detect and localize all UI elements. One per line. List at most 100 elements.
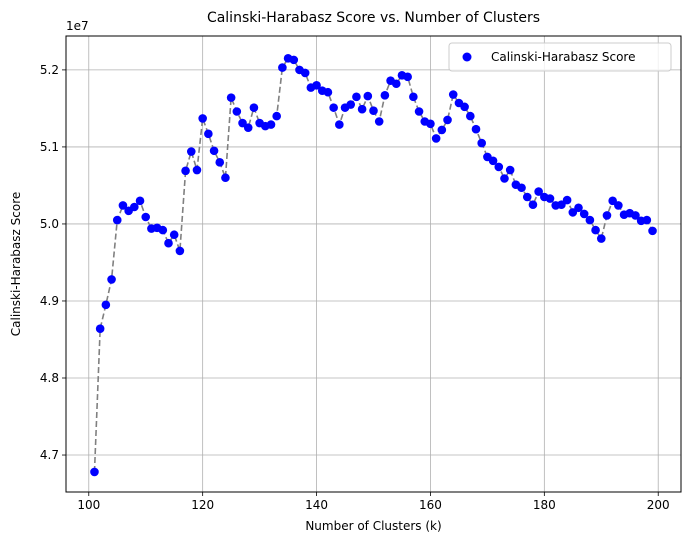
data-point [90, 467, 99, 477]
data-point [130, 202, 139, 212]
data-point [505, 165, 515, 175]
x-tick-label: 120 [191, 498, 214, 512]
data-point [169, 230, 179, 240]
data-point [204, 129, 213, 139]
data-point [335, 120, 344, 129]
data-point [266, 120, 276, 129]
data-point [181, 166, 190, 176]
data-point [648, 226, 657, 236]
data-point [352, 92, 361, 102]
data-point [437, 125, 447, 135]
data-point [300, 68, 310, 78]
y-tick-label: 4.9 [40, 294, 59, 308]
data-point [112, 215, 122, 225]
data-point [198, 114, 207, 123]
data-point [545, 194, 555, 203]
data-point [585, 215, 595, 225]
data-point [631, 211, 640, 220]
data-point [192, 165, 202, 175]
data-point [602, 211, 612, 220]
data-point [477, 138, 486, 148]
data-point [232, 107, 242, 116]
data-point [289, 55, 299, 65]
x-tick-label: 140 [305, 498, 328, 512]
data-point [215, 158, 225, 167]
y-axis-ticks: 4.7 4.8 4.9 5.0 5.1 5.2 [40, 63, 66, 462]
legend-box [448, 42, 672, 72]
data-point [528, 200, 538, 209]
data-point [391, 79, 401, 89]
data-point [591, 225, 600, 235]
x-tick-label: 100 [77, 498, 100, 512]
data-point [642, 215, 652, 225]
legend: Calinski-Harabasz Score [448, 42, 672, 72]
y-tick-label: 4.7 [40, 448, 59, 462]
data-point [323, 87, 333, 97]
data-point [380, 91, 390, 100]
data-point [568, 208, 578, 217]
series-line [93, 57, 654, 473]
data-point [141, 212, 151, 222]
data-point [226, 93, 236, 102]
data-point [448, 90, 458, 99]
data-point [249, 103, 259, 112]
data-point [135, 196, 145, 206]
y-tick-label: 4.8 [40, 371, 59, 385]
data-point [374, 117, 384, 126]
x-tick-label: 200 [647, 498, 670, 512]
data-point [101, 300, 111, 310]
data-point [312, 81, 321, 90]
data-point [238, 118, 247, 128]
y-tick-label: 5.0 [40, 217, 59, 231]
data-point [574, 203, 583, 213]
data-point [471, 124, 481, 134]
data-point [426, 119, 435, 129]
data-point [562, 195, 572, 205]
series-points [90, 54, 657, 477]
data-point [460, 102, 469, 112]
data-point [500, 174, 509, 183]
data-point [95, 324, 105, 334]
data-point [329, 103, 338, 112]
data-point [363, 91, 373, 101]
y-axis-label: Calinski-Harabasz Score [9, 192, 23, 336]
y-tick-label: 5.1 [40, 140, 59, 154]
data-point [414, 107, 424, 116]
data-point [557, 200, 566, 209]
y-tick-label: 5.2 [40, 63, 59, 77]
x-axis-label: Number of Clusters (k) [305, 519, 441, 533]
legend-label: Calinski-Harabasz Score [491, 50, 635, 64]
data-point [494, 162, 504, 172]
data-point [186, 147, 196, 156]
chart-title: Calinski-Harabasz Score vs. Number of Cl… [207, 10, 540, 26]
data-point [107, 275, 116, 284]
data-point [346, 100, 356, 109]
x-axis-ticks: 100 120 140 160 180 200 [77, 492, 670, 512]
data-point [431, 134, 441, 143]
data-point [517, 183, 526, 193]
data-point [357, 104, 367, 114]
grid [66, 36, 681, 492]
legend-marker [462, 52, 472, 62]
data-point [164, 238, 173, 248]
data-point [272, 111, 281, 121]
y-axis-offset-label: 1e7 [66, 19, 89, 33]
data-point [534, 187, 543, 196]
data-point [608, 196, 617, 206]
data-point [403, 72, 412, 82]
data-point [118, 201, 128, 210]
plot-frame [65, 35, 682, 493]
data-point [579, 209, 589, 219]
data-point [209, 146, 219, 156]
data-point [221, 173, 230, 183]
data-point [158, 225, 168, 235]
data-point [243, 123, 253, 132]
data-point [175, 246, 185, 256]
data-point [369, 106, 378, 116]
data-point [278, 63, 287, 72]
data-point [596, 234, 606, 243]
data-point [614, 201, 623, 210]
data-point [443, 115, 452, 125]
data-point [488, 156, 498, 166]
